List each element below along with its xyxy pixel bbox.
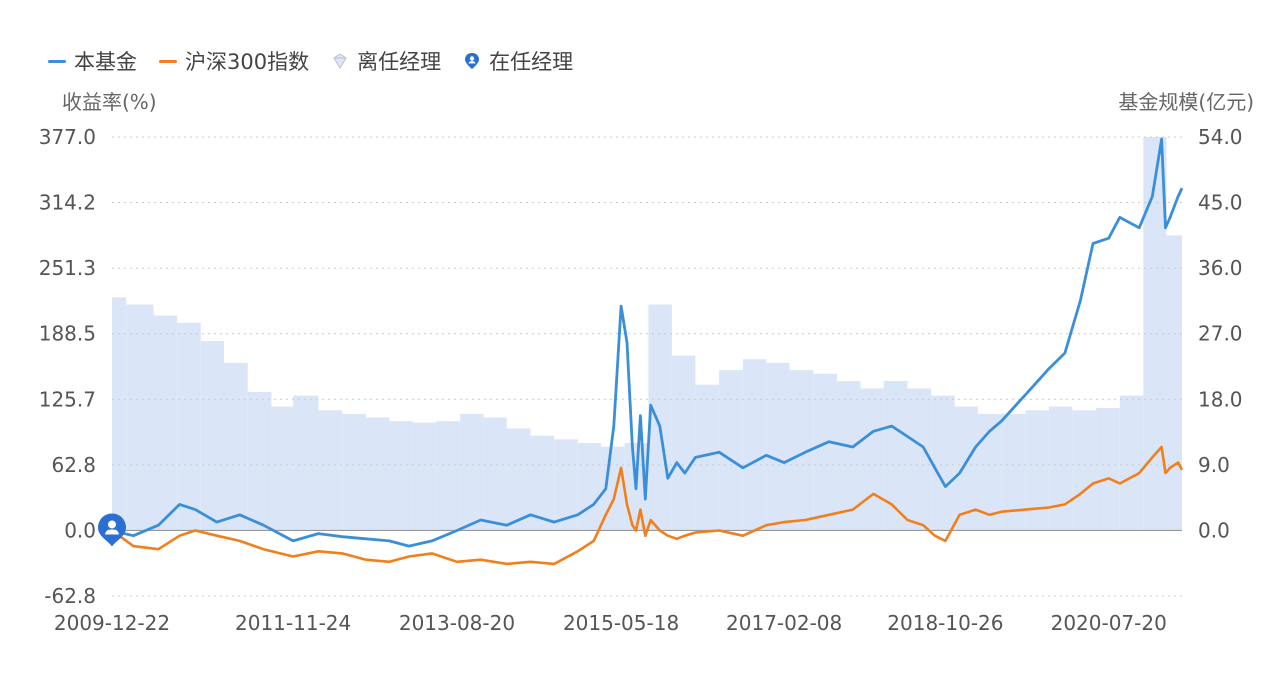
scale-bar <box>789 370 814 531</box>
legend-label-fund: 本基金 <box>74 50 137 74</box>
x-tick-label: 2018-10-26 <box>887 611 1003 635</box>
scale-bar <box>1119 395 1144 531</box>
scale-bar <box>153 315 178 531</box>
scale-bar <box>365 417 390 531</box>
scale-bar <box>483 417 507 531</box>
scale-bar <box>126 304 154 531</box>
tick-label-layer: 377.0 314.2 251.3 188.5 125.7 62.8 0.0 -62.8 54.… <box>39 125 1243 635</box>
scale-bar <box>860 388 884 531</box>
scale-bar <box>600 446 625 531</box>
legend-item-current[interactable]: 在任经理 <box>463 46 573 76</box>
scale-bar <box>530 435 555 531</box>
scale-bar <box>813 373 838 531</box>
scale-bar <box>1143 137 1167 531</box>
scale-bar <box>766 362 790 531</box>
legend-item-index[interactable]: 沪深300指数 <box>159 46 309 76</box>
scale-bar <box>907 388 932 531</box>
scale-bar <box>177 322 201 531</box>
scale-bar <box>931 395 955 531</box>
scale-bar <box>389 421 413 531</box>
scale-bar <box>719 370 743 531</box>
scale-bar <box>1048 406 1073 531</box>
y-tick-label: 0.0 <box>64 518 96 542</box>
y-tick-label: 251.3 <box>39 256 96 280</box>
x-tick-label: 2020-07-20 <box>1051 611 1167 635</box>
marker-head <box>108 520 116 529</box>
scale-bar <box>1096 408 1120 531</box>
series-layer <box>111 137 1184 566</box>
scale-bar <box>577 443 601 531</box>
y-tick-label: 377.0 <box>39 125 96 149</box>
departed-manager-icon <box>333 53 347 69</box>
scale-bar <box>271 406 294 531</box>
scale-bar <box>460 413 484 531</box>
x-tick-label: 2017-02-08 <box>726 611 842 635</box>
y2-tick-label: 36.0 <box>1198 256 1243 280</box>
y2-tick-label: 18.0 <box>1198 387 1243 411</box>
x-tick-label: 2011-11-24 <box>235 611 351 635</box>
y-tick-label: 62.8 <box>51 453 96 477</box>
index-line <box>111 445 1184 566</box>
scale-bar <box>1025 410 1049 531</box>
y-tick-label: -62.8 <box>44 584 96 608</box>
y-tick-label: 125.7 <box>39 387 96 411</box>
scale-bar <box>1001 413 1026 531</box>
scale-bar <box>436 421 461 531</box>
scale-bar <box>954 406 978 531</box>
index-line-swatch <box>159 59 177 63</box>
x-tick-label: 2015-05-18 <box>563 611 679 635</box>
scale-bar <box>837 381 861 531</box>
fund-line-swatch <box>48 59 66 63</box>
scale-bar <box>223 362 248 531</box>
legend-label-departed: 离任经理 <box>357 50 442 74</box>
legend-label-index: 沪深300指数 <box>185 50 310 74</box>
scale-bar <box>342 413 366 531</box>
y2-tick-label: 9.0 <box>1198 453 1230 477</box>
legend-item-departed[interactable]: 离任经理 <box>331 46 441 76</box>
y-tick-label: 188.5 <box>39 322 96 346</box>
legend-item-fund[interactable]: 本基金 <box>48 46 137 76</box>
scale-bar <box>695 384 720 531</box>
x-tick-label: 2013-08-20 <box>399 611 515 635</box>
scale-bar <box>671 355 696 531</box>
y2-tick-label: 0.0 <box>1198 518 1230 542</box>
legend: 本基金 沪深300指数 离任经理 在任经理 <box>48 44 595 78</box>
scale-bar <box>742 359 767 531</box>
scale-bar <box>112 297 127 531</box>
scale-bar <box>200 341 224 531</box>
marker-body <box>105 529 119 535</box>
y2-tick-label: 54.0 <box>1198 125 1243 149</box>
scale-bar <box>648 304 672 531</box>
scale-bar <box>293 395 319 531</box>
scale-bar <box>1072 410 1097 531</box>
scale-bar <box>554 439 578 531</box>
manager-marker-layer <box>97 513 127 547</box>
scale-bar <box>977 413 1002 531</box>
fund-line <box>111 137 1184 548</box>
y2-tick-label: 27.0 <box>1198 322 1243 346</box>
scale-bar <box>247 392 272 531</box>
x-tick-label: 2009-12-22 <box>54 611 170 635</box>
y-tick-label: 314.2 <box>39 191 96 215</box>
y-axis-title-right: 基金规模(亿元) <box>1118 90 1254 114</box>
y2-tick-label: 45.0 <box>1198 191 1243 215</box>
scale-bar <box>412 422 437 531</box>
legend-label-current: 在任经理 <box>489 50 574 74</box>
scale-bar <box>1166 235 1182 531</box>
scale-bar <box>883 381 908 531</box>
current-manager-icon <box>465 53 480 69</box>
y-axis-title-left: 收益率(%) <box>62 90 157 114</box>
scale-bar <box>506 428 531 531</box>
scale-bar <box>318 410 343 531</box>
